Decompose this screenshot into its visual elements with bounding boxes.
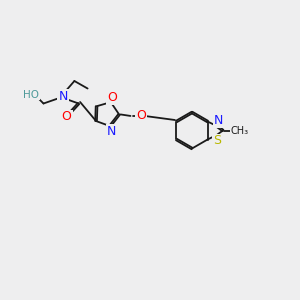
Text: S: S xyxy=(213,134,221,148)
Text: O: O xyxy=(136,110,146,122)
Text: CH₃: CH₃ xyxy=(230,125,248,136)
Text: HO: HO xyxy=(23,89,40,100)
Text: O: O xyxy=(62,110,71,124)
Text: N: N xyxy=(107,125,116,138)
Text: N: N xyxy=(58,89,68,103)
Text: O: O xyxy=(107,91,117,104)
Text: N: N xyxy=(214,114,223,127)
